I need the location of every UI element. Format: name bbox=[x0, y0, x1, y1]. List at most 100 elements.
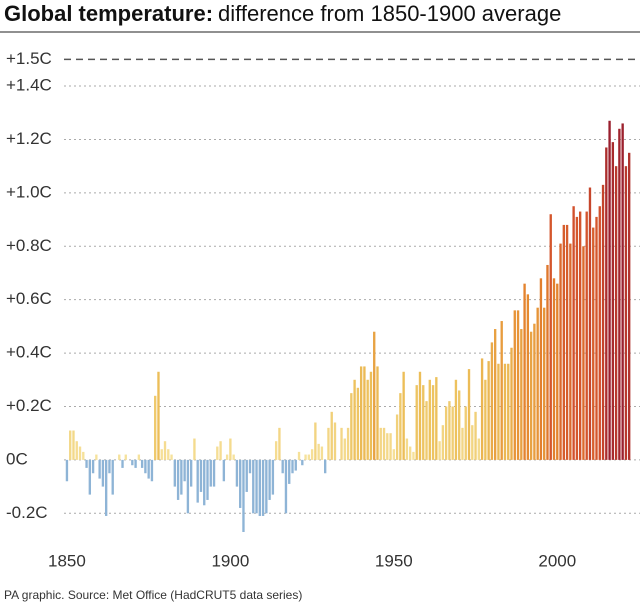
bar bbox=[265, 459, 268, 514]
bar bbox=[327, 427, 330, 460]
bar bbox=[176, 459, 180, 500]
bar bbox=[402, 371, 405, 460]
bar bbox=[294, 459, 297, 471]
x-tick-label: 1900 bbox=[211, 551, 249, 570]
title-rest: difference from 1850-1900 average bbox=[218, 1, 561, 26]
source-note: PA graphic. Source: Met Office (HadCRUT5… bbox=[4, 588, 302, 602]
bar bbox=[624, 166, 628, 460]
y-tick-label: +1.4C bbox=[6, 76, 52, 95]
bar bbox=[91, 459, 95, 474]
bar bbox=[461, 427, 464, 460]
bar bbox=[301, 459, 304, 466]
bar bbox=[451, 406, 454, 460]
bar bbox=[167, 449, 170, 460]
bar bbox=[359, 366, 363, 460]
bar bbox=[480, 358, 484, 460]
bar bbox=[431, 385, 435, 460]
bar bbox=[134, 459, 137, 468]
bar bbox=[559, 243, 562, 460]
bar bbox=[65, 459, 69, 482]
bar bbox=[598, 206, 601, 460]
bar bbox=[189, 459, 193, 487]
bar bbox=[288, 459, 291, 484]
bar bbox=[248, 459, 252, 474]
bar bbox=[363, 366, 366, 460]
bar bbox=[490, 342, 494, 460]
bar bbox=[405, 438, 409, 460]
bar bbox=[118, 454, 121, 460]
bar bbox=[274, 441, 278, 460]
bar bbox=[137, 454, 141, 460]
bar bbox=[389, 433, 392, 460]
bar bbox=[203, 459, 206, 506]
bar bbox=[543, 307, 546, 460]
bar bbox=[588, 187, 592, 460]
bar bbox=[441, 425, 445, 460]
bar bbox=[595, 216, 598, 460]
bar bbox=[464, 406, 467, 460]
x-tick-label: 2000 bbox=[538, 551, 576, 570]
bar bbox=[536, 307, 539, 460]
bar bbox=[438, 441, 441, 460]
y-tick-label: -0.2C bbox=[6, 503, 48, 522]
bar bbox=[582, 246, 585, 460]
bar bbox=[199, 459, 203, 492]
bar bbox=[382, 427, 386, 460]
bar bbox=[261, 459, 265, 516]
bar bbox=[529, 331, 533, 460]
bar bbox=[523, 283, 526, 460]
bar bbox=[395, 414, 399, 460]
bar bbox=[585, 211, 588, 460]
bar bbox=[454, 379, 458, 460]
bar bbox=[98, 459, 101, 479]
bar bbox=[278, 427, 281, 460]
bar bbox=[310, 449, 314, 460]
bar bbox=[513, 310, 516, 460]
bar bbox=[399, 393, 402, 460]
bar bbox=[193, 438, 196, 460]
bar bbox=[415, 385, 418, 460]
x-tick-label: 1950 bbox=[375, 551, 413, 570]
bar bbox=[196, 459, 199, 503]
bar bbox=[85, 459, 88, 468]
bar bbox=[219, 441, 222, 460]
bar bbox=[611, 142, 615, 460]
bar bbox=[569, 243, 572, 460]
bar bbox=[497, 363, 500, 460]
bar bbox=[435, 377, 438, 460]
bar bbox=[353, 379, 356, 460]
bar bbox=[183, 459, 186, 482]
bar bbox=[245, 459, 248, 492]
bar bbox=[304, 454, 307, 460]
bar bbox=[628, 152, 631, 460]
bar bbox=[154, 395, 157, 460]
bar bbox=[314, 422, 317, 460]
bar bbox=[150, 459, 154, 482]
bar bbox=[216, 446, 219, 460]
bar bbox=[170, 454, 173, 460]
bar bbox=[562, 224, 565, 460]
bar bbox=[373, 331, 376, 460]
bar bbox=[212, 459, 216, 487]
title-bold: Global temperature: bbox=[4, 1, 213, 26]
bar bbox=[575, 216, 579, 460]
bar bbox=[549, 214, 552, 460]
bar bbox=[467, 369, 471, 460]
bar bbox=[232, 454, 235, 460]
bar bbox=[104, 459, 108, 516]
y-tick-label: +0.6C bbox=[6, 289, 52, 308]
x-tick-label: 1850 bbox=[48, 551, 86, 570]
bar bbox=[140, 459, 144, 468]
bar bbox=[565, 224, 569, 460]
bar bbox=[160, 449, 163, 460]
bar bbox=[618, 128, 621, 460]
bar bbox=[206, 459, 209, 500]
bar bbox=[392, 449, 396, 460]
bar bbox=[346, 427, 350, 460]
bar bbox=[343, 438, 346, 460]
bar bbox=[386, 433, 389, 460]
bar bbox=[366, 379, 369, 460]
bar bbox=[330, 411, 333, 460]
bar bbox=[516, 310, 520, 460]
bar bbox=[546, 264, 549, 460]
